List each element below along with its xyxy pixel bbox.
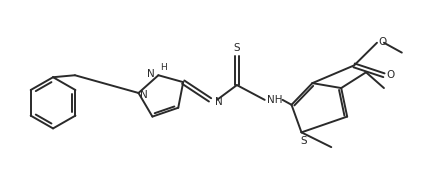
Text: N: N bbox=[140, 90, 148, 100]
Text: H: H bbox=[160, 63, 166, 72]
Text: S: S bbox=[233, 43, 240, 53]
Text: N: N bbox=[214, 97, 222, 107]
Text: N: N bbox=[146, 69, 154, 79]
Text: NH: NH bbox=[266, 95, 282, 105]
Text: S: S bbox=[299, 136, 306, 146]
Text: O: O bbox=[386, 70, 394, 80]
Text: O: O bbox=[378, 37, 386, 47]
